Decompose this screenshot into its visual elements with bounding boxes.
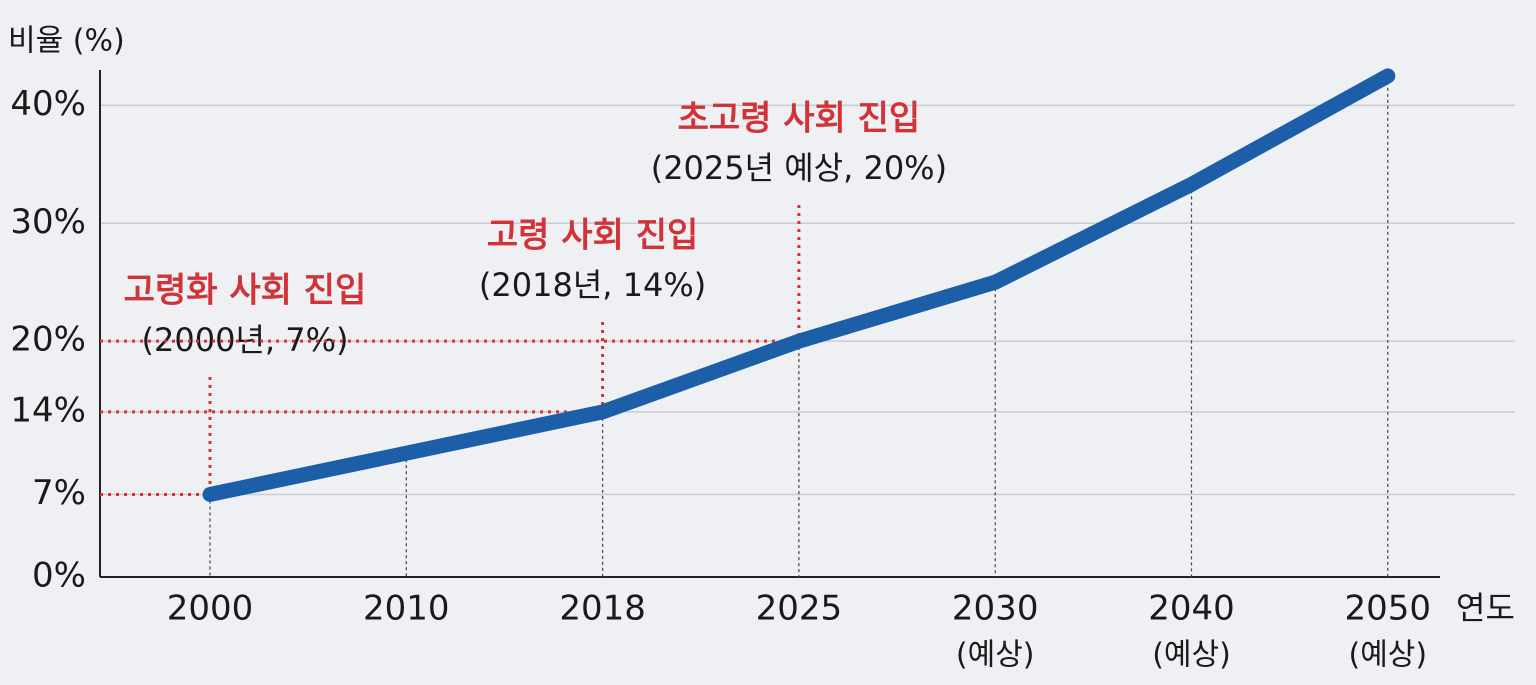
- annotation-title: 고령화 사회 진입: [124, 271, 367, 311]
- y-tick-label: 20%: [10, 320, 86, 360]
- x-tick-label: 2025: [756, 589, 843, 629]
- y-tick-label: 14%: [10, 390, 86, 430]
- x-tick-sublabel: (예상): [1152, 638, 1231, 673]
- y-axis-label: 비율 (%): [8, 24, 125, 59]
- x-tick-label: 2050: [1345, 589, 1432, 629]
- x-axis-label: 연도: [1456, 589, 1515, 627]
- x-tick-sublabel: (예상): [1348, 638, 1427, 673]
- x-tick-label: 2010: [363, 589, 450, 629]
- x-tick-label: 2030: [952, 589, 1039, 629]
- y-tick-label: 30%: [10, 202, 86, 242]
- y-tick-label: 7%: [32, 473, 86, 513]
- x-tick-label: 2040: [1148, 589, 1235, 629]
- annotation-text: (2025년 예상, 20%): [651, 149, 947, 187]
- annotation-text: (2018년, 14%): [479, 266, 706, 304]
- y-tick-label: 0%: [32, 556, 86, 596]
- y-tick-label: 40%: [10, 84, 86, 124]
- x-tick-sublabel: (예상): [956, 638, 1035, 673]
- data-line: [202, 68, 1396, 502]
- annotation-title: 초고령 사회 진입: [678, 99, 921, 139]
- x-tick-label: 2018: [559, 589, 646, 629]
- x-tick-label: 2000: [167, 589, 254, 629]
- annotation-title: 고령 사회 진입: [487, 216, 698, 256]
